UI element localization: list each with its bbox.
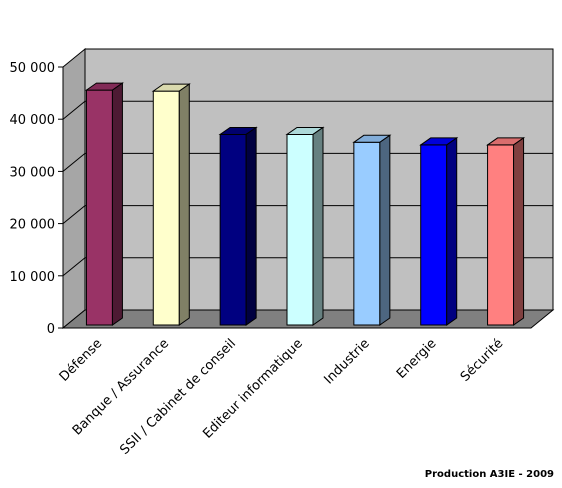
- bar-front: [487, 144, 515, 326]
- bar-3: [218, 126, 258, 326]
- credit-text: Production A3IE - 2009: [424, 469, 554, 480]
- bar-7: [485, 136, 526, 326]
- gridline-side: [62, 257, 86, 277]
- bar-side: [513, 136, 525, 326]
- category-label: Industrie: [321, 336, 372, 387]
- bar-side: [178, 83, 190, 326]
- y-axis-ticks: 0 10 000 20 000 30 000 40 000 50 000: [10, 61, 63, 337]
- bar-side: [245, 126, 257, 326]
- gridline-side: [62, 205, 86, 224]
- bar-side: [111, 82, 123, 326]
- side-wall: [62, 47, 86, 330]
- bar-5: [352, 134, 392, 326]
- category-label: Energie: [394, 336, 440, 382]
- bar-front: [286, 133, 314, 326]
- y-tick-label: 0: [47, 322, 55, 337]
- bars: [84, 82, 526, 326]
- bar-front: [420, 144, 448, 326]
- bar-side: [312, 126, 324, 326]
- bar-front: [353, 141, 381, 326]
- y-tick-label: 50 000: [10, 61, 56, 76]
- gridline-side: [62, 100, 86, 120]
- bar-front: [219, 133, 247, 326]
- category-label: Sécurité: [458, 336, 507, 385]
- bar-6: [419, 136, 459, 326]
- y-tick-label: 30 000: [10, 165, 56, 180]
- category-label: SSII / Cabinet de conseil: [117, 336, 239, 458]
- bar-front: [152, 90, 180, 326]
- bar-side: [379, 134, 391, 326]
- gridline-side: [62, 153, 86, 172]
- y-tick-label: 40 000: [10, 113, 56, 128]
- bar-2: [151, 83, 191, 326]
- bar-front: [85, 89, 113, 326]
- bar-side: [446, 136, 458, 326]
- y-tick-label: 20 000: [10, 218, 56, 233]
- bar-1: [84, 82, 125, 326]
- y-tick-label: 10 000: [10, 270, 56, 285]
- bar-4: [285, 126, 325, 326]
- category-label: Défense: [57, 336, 106, 385]
